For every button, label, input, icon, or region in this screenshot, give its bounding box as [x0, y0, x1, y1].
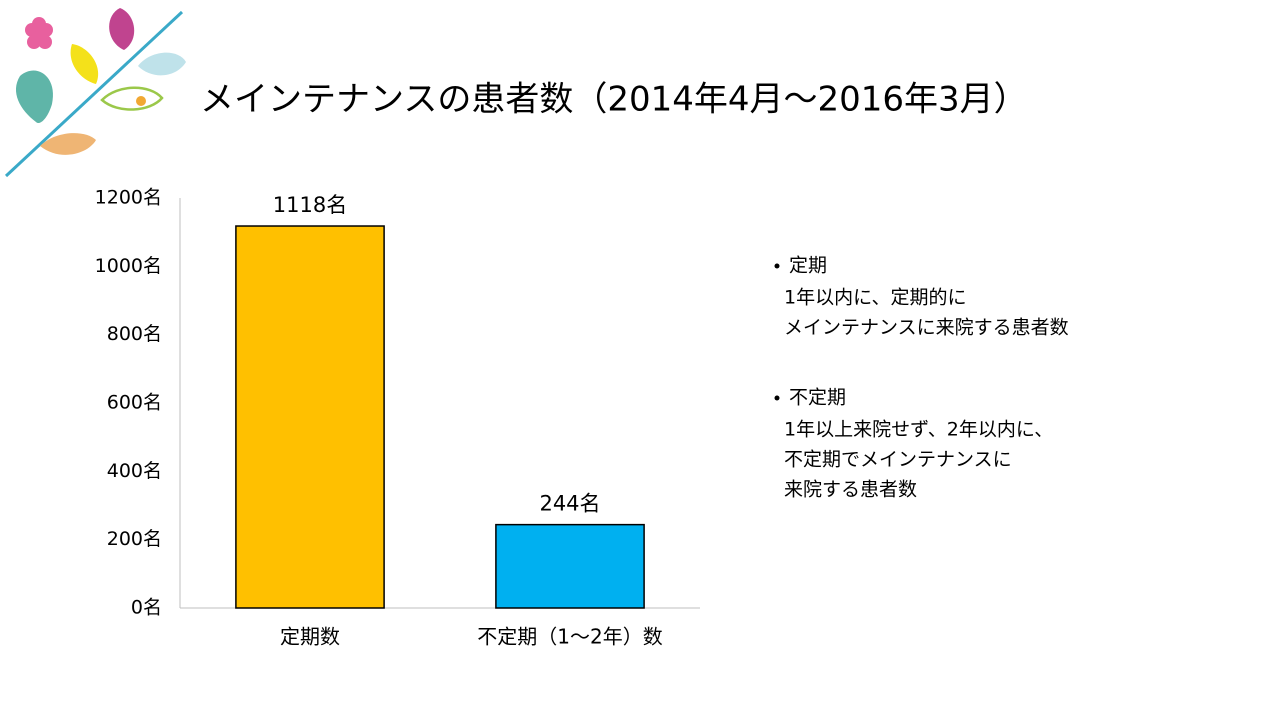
decoration: [4, 8, 186, 178]
x-tick-label: 不定期（1～2年）数: [477, 625, 662, 649]
y-tick-label: 200名: [107, 528, 162, 550]
petal: [138, 52, 186, 76]
note-line: 1年以上来院せず、2年以内に、: [784, 419, 1053, 441]
y-tick-label: 1000名: [95, 255, 162, 277]
y-tick-label: 0名: [131, 597, 162, 619]
bullet: [774, 263, 780, 269]
petal: [70, 44, 99, 84]
value-label: 1118名: [273, 193, 347, 217]
y-tick-label: 1200名: [95, 187, 162, 209]
decor-line: [4, 10, 184, 178]
petal: [40, 133, 96, 155]
x-tick-label: 定期数: [280, 625, 340, 649]
bullet: [774, 395, 780, 401]
note-line: メインテナンスに来院する患者数: [784, 317, 1069, 339]
value-label: 244名: [539, 492, 600, 516]
petal: [109, 8, 135, 50]
bar: [235, 225, 385, 609]
chart-title: メインテナンスの患者数（2014年4月～2016年3月）: [200, 80, 1028, 120]
petal: [15, 70, 54, 124]
leaf-dot: [136, 96, 146, 106]
bar: [495, 523, 645, 609]
note-line: 来院する患者数: [784, 479, 917, 501]
flower: [25, 17, 53, 49]
y-tick-label: 600名: [107, 392, 162, 414]
leaf: [100, 86, 164, 111]
note-heading: 不定期: [789, 387, 846, 409]
y-tick-label: 400名: [107, 460, 162, 482]
note-line: 不定期でメインテナンスに: [784, 449, 1012, 471]
note-line: 1年以内に、定期的に: [784, 287, 967, 309]
y-tick-label: 800名: [107, 323, 162, 345]
note-heading: 定期: [789, 255, 827, 277]
